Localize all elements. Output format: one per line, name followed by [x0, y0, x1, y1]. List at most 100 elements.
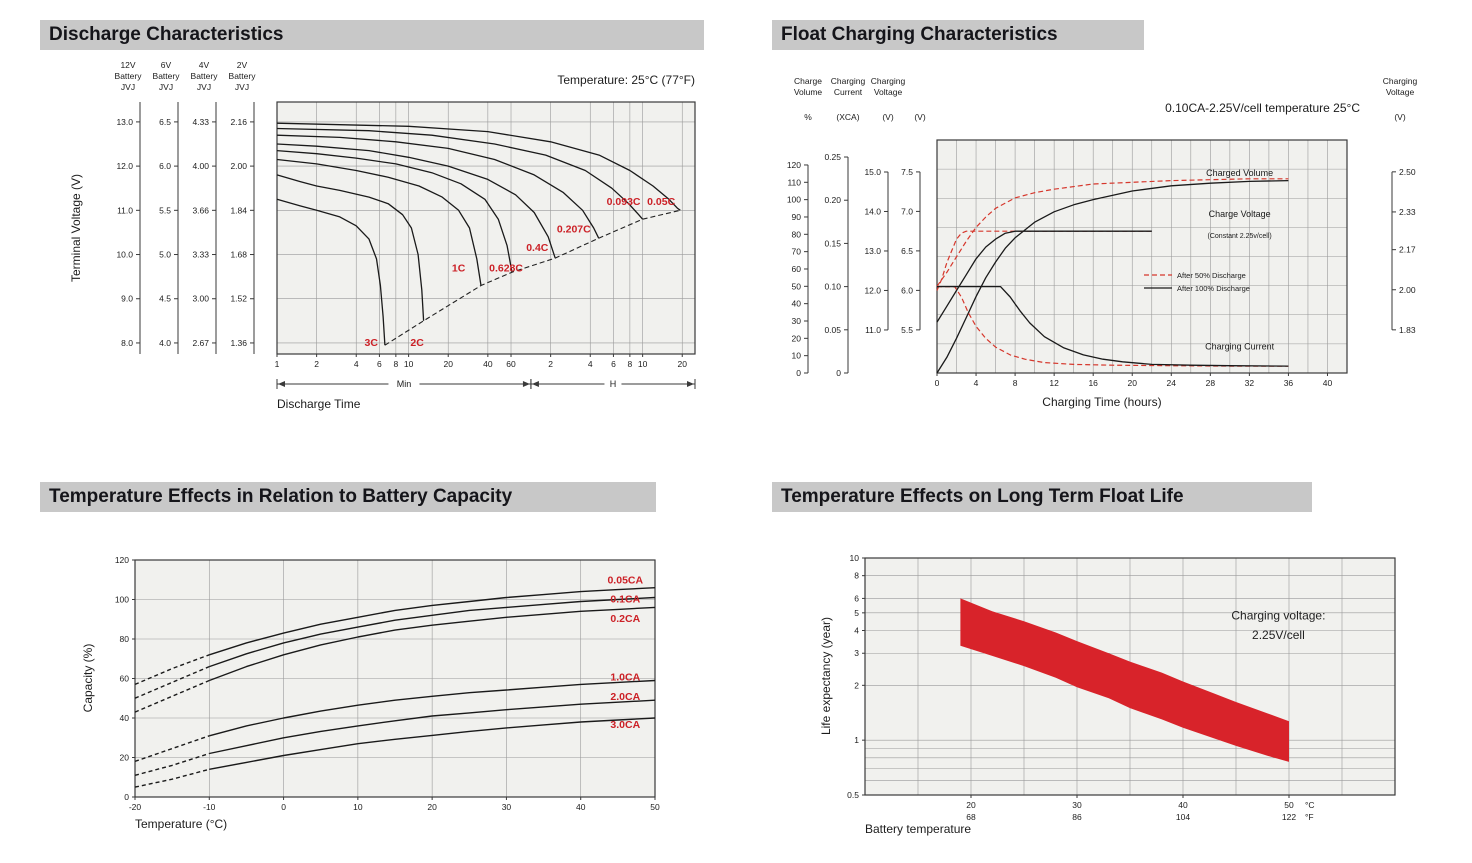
y-tick-label: 10: [850, 553, 860, 563]
x-tick-label: 30: [502, 802, 512, 812]
plot-border: [276, 101, 696, 355]
axis-header: Charging: [871, 76, 906, 86]
series-0.1CA: [209, 596, 656, 668]
x-tick-label: 40: [483, 359, 493, 369]
y-axis: 0 20 40 60 80 100 120: [115, 555, 135, 802]
x-tick-label: 20: [427, 802, 437, 812]
axis-tick-label: 0: [796, 368, 801, 378]
arrowhead: [522, 381, 530, 387]
x-tick-label: 20: [678, 359, 688, 369]
series-0.207C: [276, 134, 600, 239]
x-tick-label: 60: [506, 359, 516, 369]
x-tick-label: 4: [974, 378, 979, 388]
axis-tick-label: 7.5: [901, 167, 913, 177]
axis-tick-label: 15.0: [864, 167, 881, 177]
axis-header: Charging: [831, 76, 866, 86]
axis-tick-label: 30: [792, 316, 802, 326]
x-tick-label: 20: [443, 359, 453, 369]
plot-border: [936, 139, 1348, 374]
axis-tick-label: 110: [787, 177, 801, 187]
x-unit-celsius: °C: [1305, 800, 1315, 810]
axis-tick-label: 4.33: [192, 117, 209, 127]
axis-header: Voltage: [1386, 87, 1415, 97]
x-tick-label-secondary: 68: [966, 812, 976, 822]
axis-tick-label: 1.52: [230, 294, 247, 304]
x-tick-label: -10: [203, 802, 216, 812]
grid-lines: [277, 102, 695, 354]
axis-tick-label: 4.00: [192, 161, 209, 171]
x-tick-label: 4: [354, 359, 359, 369]
x-range-label: H: [610, 379, 617, 389]
axis-tick-label: 9.0: [121, 294, 133, 304]
y-tick-label: 1: [854, 735, 859, 745]
axis-tick-label: 12.0: [864, 285, 881, 295]
curve-label: 0.4C: [526, 242, 549, 254]
x-axis-title: Battery temperature: [865, 822, 971, 836]
x-axis-title: Temperature (°C): [135, 817, 227, 831]
x-tick-label: 50: [650, 802, 660, 812]
axis-tick-label: 0: [836, 368, 841, 378]
series-cutoff-locus: [384, 209, 681, 346]
axis-tick-label: 2.17: [1399, 245, 1416, 255]
y-tick-label: 80: [120, 634, 130, 644]
series-0.05CA: [134, 654, 210, 686]
section-title-discharge: Discharge Characteristics: [40, 20, 704, 50]
axis-tick-label: 2.67: [192, 338, 209, 348]
x-tick-label: 10: [353, 802, 363, 812]
axis-tick-label: 2.33: [1399, 207, 1416, 217]
grid-lines: [937, 140, 1347, 373]
x-axis: 20 30 40 50 68 86 104 122 °C °F: [966, 795, 1315, 822]
x-tick-label: 6: [377, 359, 382, 369]
axis-tick-label: 5.0: [159, 250, 171, 260]
series-1.0CA: [209, 679, 656, 737]
x-axis: -20 -10 0 10 20 30 40 50: [129, 797, 660, 812]
curve-label: 3.0CA: [610, 719, 640, 731]
series-3.0CA: [134, 768, 210, 788]
axis-tick-label: 2.16: [230, 117, 247, 127]
series-3.0CA: [209, 717, 656, 770]
y-tick-label: 0.5: [847, 790, 859, 800]
series-1C: [276, 158, 482, 286]
series-0.4C: [276, 143, 556, 259]
axis-tick-label: 120: [787, 160, 801, 170]
axis-header: JVJ: [197, 82, 211, 92]
curve-label: 0.1CA: [610, 593, 640, 605]
x-tick-label: 50: [1284, 800, 1294, 810]
axis-tick-label: 14.0: [864, 206, 881, 216]
plot-area: [277, 102, 695, 354]
axis-header: %: [804, 112, 812, 122]
plot-border: [134, 559, 656, 798]
x-tick-label: 30: [1072, 800, 1082, 810]
axis-tick-label: 6.0: [901, 285, 913, 295]
arrowhead: [687, 381, 694, 387]
axis-tick-label: 10: [792, 351, 802, 361]
series-3C: [276, 198, 386, 346]
axis-header: JVJ: [121, 82, 135, 92]
series-charge-voltage-after-50: [936, 230, 1152, 291]
curve-label: 0.093C: [607, 196, 641, 208]
x-tick-label: 8: [393, 359, 398, 369]
axis-header: 2V: [237, 60, 248, 70]
axis-tick-label: 1.68: [230, 250, 247, 260]
axis-header: Charge: [794, 76, 822, 86]
axis-tick-label: 3.33: [192, 250, 209, 260]
y-tick-label: 2: [854, 680, 859, 690]
y-tick-label: 120: [115, 555, 129, 565]
series-charging-current-after-100: [937, 285, 1289, 367]
axis-tick-label: 10.0: [116, 250, 133, 260]
legend: After 50% Discharge After 100% Discharge: [1144, 271, 1250, 293]
axis-header: (V): [1394, 112, 1406, 122]
series-charged-volume-after-50: [936, 178, 1289, 287]
series-2C: [276, 174, 425, 321]
axis-header: (XCA): [836, 112, 859, 122]
chart-note: 0.10CA-2.25V/cell temperature 25°C: [1165, 101, 1360, 115]
axis-tick-label: 11.0: [865, 325, 881, 335]
curve-label: 0.05C: [647, 196, 675, 208]
y-axis: 10 8 6 5 4 3 2 1 0.5: [847, 553, 865, 800]
section-title-text: Temperature Effects on Long Term Float L…: [781, 486, 1184, 507]
curve-label: Charge Voltage: [1209, 209, 1271, 219]
axis-header: Battery: [115, 71, 143, 81]
